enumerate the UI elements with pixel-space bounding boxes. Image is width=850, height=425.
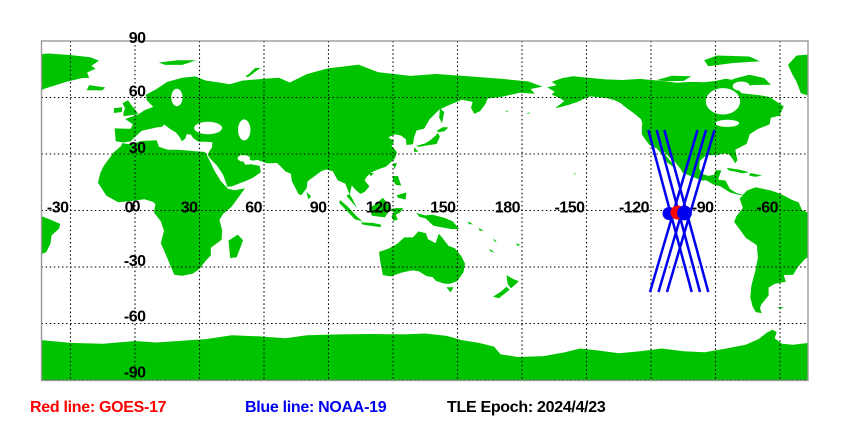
landmass-new_caledonia [489,248,495,253]
landmass-honshu [416,132,440,147]
lon-label-30: 30 [181,200,198,217]
landmass-cuba-wrap [726,167,750,174]
landmass-aleutians_1-wrap [526,112,531,114]
lon-label-180: 180 [495,200,521,217]
lon-label--90: -90 [692,200,714,217]
landmass-ireland [113,107,123,113]
landmass-sumatra [339,200,363,222]
landmass-java [361,222,382,228]
landmass-fiji [516,243,521,246]
landmass-nz_north [506,275,519,289]
landmass-sri_lanka [306,192,312,200]
lake-2 [715,119,740,127]
lon-label-60: 60 [245,200,262,217]
tick-labels: 90 60 30 0 -30 -60 -90 -30 0 30 60 90 120 150 180 -150 -… [47,30,779,382]
landmass-falklands [3,307,10,309]
land-layer [3,53,850,382]
lon-label-120: 120 [366,200,392,217]
landmass-africa [98,140,246,276]
landmass-novaya_zemlya [245,67,261,78]
satellite-markers [662,205,692,221]
lat-label--60: -60 [124,309,146,326]
lat-label--30: -30 [124,253,146,270]
lat-label-0: 0 [132,199,141,216]
map-border [40,40,809,382]
legend: Red line: GOES-17 Blue line: NOAA-19 TLE… [0,0,850,416]
landmass-mindanao [396,192,407,200]
landmass-madagascar [228,234,244,259]
water-layer [171,81,750,162]
landmass-luzon [392,176,402,186]
noaa19-marker-right [677,205,692,221]
landmass-tasmania [446,287,454,293]
lon-label--150: -150 [554,200,585,217]
landmass-americas-wrap [547,76,808,314]
landmass-sulawesi [390,208,404,221]
legend-tle-epoch: TLE Epoch: 2024/4/23 [447,399,606,416]
landmass-solomons_2 [467,221,474,225]
lon-label-90: 90 [310,200,327,217]
landmass-svalbard [158,60,197,65]
lat-label--90: -90 [124,365,146,382]
landmass-ellesmere-wrap [704,55,760,67]
landmass-iceland [86,85,106,91]
lake-6 [237,155,250,162]
lake-0 [705,88,741,115]
landmass-antarctica-wrap [815,330,850,382]
graticule-layer [41,41,808,381]
landmass-hawaii-wrap [574,173,576,175]
landmass-hispaniola-wrap [749,173,763,177]
landmass-greenland [41,53,99,92]
landmass-americas [41,216,61,255]
lon-label-0: 0 [125,200,134,217]
lon-label--60: -60 [756,200,778,217]
landmass-sakhalin [439,108,445,124]
landmass-hainan [368,172,374,177]
lake-4 [238,119,251,141]
lake-1 [732,81,750,91]
lon-label--30: -30 [47,200,69,217]
landmass-greenland-wrap [788,54,808,96]
landmass-vanuatu [493,238,497,243]
landmass-borneo [368,197,391,218]
landmass-hokkaido [436,127,449,133]
landmass-kyushu [414,147,419,152]
landmass-taiwan [393,163,398,170]
landmass-victoria_island-wrap [656,75,692,82]
legend-goes17: Red line: GOES-17 [30,399,167,416]
legend-noaa19: Blue line: NOAA-19 [245,399,387,416]
lat-label-30: 30 [129,140,146,157]
landmass-nz_south [493,286,510,299]
lake-3 [194,121,223,135]
lon-label--120: -120 [619,200,650,217]
lat-label-90: 90 [129,30,146,47]
landmass-great_britain [122,100,139,117]
lat-label-60: 60 [129,84,146,101]
landmass-solomons_1 [478,228,484,231]
lon-label-150: 150 [430,200,456,217]
landmass-antarctica [41,329,808,381]
landmass-australia [379,231,465,284]
landmass-aleutians_2 [504,110,510,112]
landmass-new_guinea [416,212,460,230]
